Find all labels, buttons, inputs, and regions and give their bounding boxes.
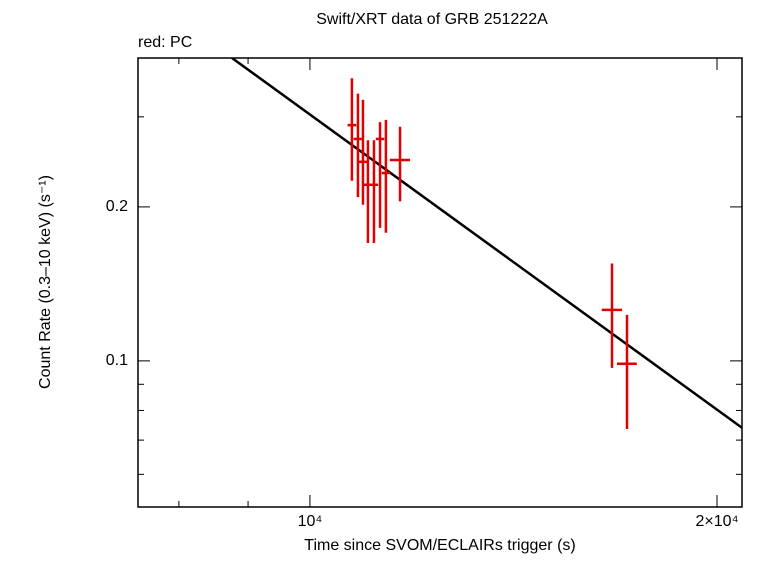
y-tick-label: 0.2 — [106, 198, 128, 215]
plot-frame — [137, 57, 743, 508]
x-tick-label: 2×10⁴ — [696, 513, 739, 530]
x-axis-label: Time since SVOM/ECLAIRs trigger (s) — [304, 537, 575, 554]
model-line — [231, 58, 742, 429]
chart-title: Swift/XRT data of GRB 251222A — [316, 11, 548, 28]
legend-label: red: PC — [138, 34, 192, 51]
y-axis-label: Count Rate (0.3–10 keV) (s⁻¹) — [37, 175, 54, 389]
y-tick-label: 0.1 — [106, 352, 128, 369]
x-tick-label: 10⁴ — [298, 513, 323, 530]
